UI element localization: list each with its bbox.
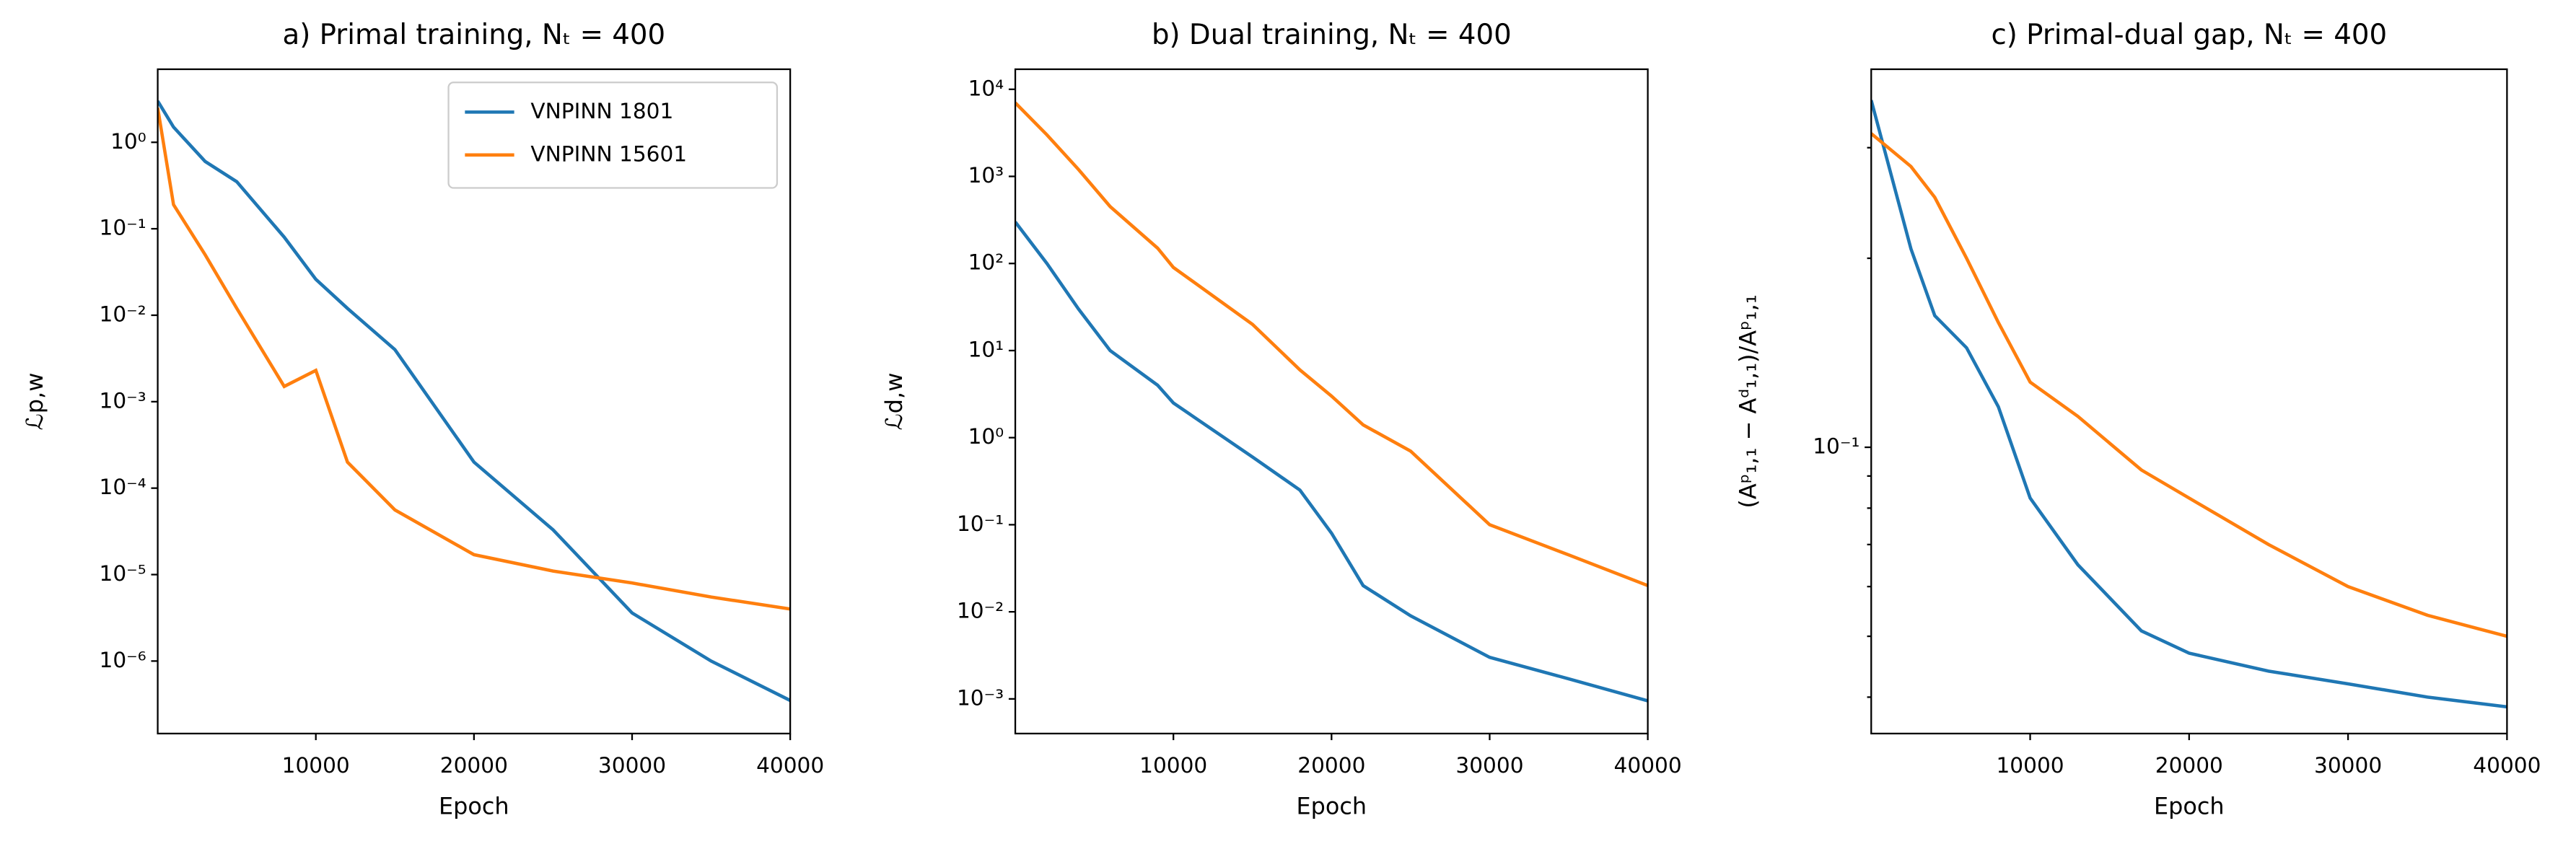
- x-tick-label: 40000: [756, 752, 824, 778]
- y-tick-label: 10⁻⁴: [100, 474, 146, 499]
- line-series: [1871, 100, 2507, 709]
- y-tick-label: 10⁻⁶: [100, 647, 146, 672]
- y-tick-label: 10⁴: [968, 75, 1004, 100]
- x-tick-label: 20000: [1297, 752, 1365, 778]
- line-series: [1015, 101, 1648, 587]
- y-tick-label: 10⁻³: [100, 387, 146, 413]
- chart-title: c) Primal-dual gap, Nₜ = 400: [1992, 19, 2388, 51]
- x-axis-label: Epoch: [439, 793, 509, 820]
- line-series: [157, 100, 791, 703]
- plot-area: [157, 100, 791, 703]
- line-series: [157, 107, 791, 611]
- x-tick-label: 30000: [598, 752, 666, 778]
- x-tick-label: 30000: [2314, 752, 2382, 778]
- x-tick-label: 10000: [282, 752, 350, 778]
- x-tick-label: 10000: [1996, 752, 2064, 778]
- y-tick-label: 10⁻⁵: [100, 561, 146, 586]
- y-axis-label: ℒp,w: [21, 373, 48, 431]
- y-tick-label: 10⁻¹: [957, 511, 1004, 536]
- x-tick-label: 20000: [2155, 752, 2223, 778]
- y-tick-label: 10⁻²: [957, 598, 1004, 623]
- x-axis-label: Epoch: [2154, 793, 2225, 820]
- x-tick-label: 20000: [440, 752, 508, 778]
- y-tick-label: 10¹: [968, 336, 1004, 361]
- axes-frame: [1014, 68, 1649, 735]
- y-axis-label: (Aᵖ₁,₁ − Aᵈ₁,₁)/Aᵖ₁,₁: [1735, 294, 1762, 508]
- y-tick-label: 10⁻²: [100, 301, 146, 326]
- plot-area: [1871, 100, 2507, 709]
- y-tick-label: 10²: [968, 250, 1004, 275]
- x-tick-label: 10000: [1139, 752, 1207, 778]
- chart-title: b) Dual training, Nₜ = 400: [1152, 19, 1512, 51]
- legend-box: [447, 82, 779, 189]
- y-tick-label: 10³: [968, 162, 1004, 188]
- chart-title: a) Primal training, Nₜ = 400: [283, 19, 666, 51]
- y-tick-label: 10⁻³: [957, 685, 1004, 710]
- x-tick-label: 40000: [2473, 752, 2541, 778]
- plot-area: [1015, 101, 1648, 703]
- axes-frame: [1870, 68, 2508, 735]
- legend-label: VNPINN 15601: [530, 141, 687, 166]
- y-tick-label: 10⁻¹: [100, 215, 146, 240]
- y-tick-label: 10⁻¹: [1813, 433, 1859, 458]
- y-tick-label: 10⁰: [110, 128, 146, 154]
- axes-frame: [157, 68, 792, 735]
- x-tick-label: 40000: [1614, 752, 1682, 778]
- y-axis-label: ℒd,w: [880, 373, 908, 431]
- x-axis-label: Epoch: [1297, 793, 1367, 820]
- legend-label: VNPINN 1801: [530, 98, 673, 123]
- y-tick-label: 10⁰: [968, 423, 1004, 449]
- line-series: [1015, 221, 1648, 703]
- x-tick-label: 30000: [1455, 752, 1523, 778]
- line-series: [1871, 132, 2507, 638]
